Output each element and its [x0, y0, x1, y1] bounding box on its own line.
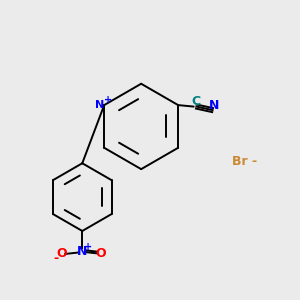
Text: O: O — [95, 248, 106, 260]
Text: N: N — [209, 99, 220, 112]
Text: +: + — [84, 242, 92, 252]
Text: N: N — [77, 245, 88, 258]
Text: O: O — [56, 248, 67, 260]
Text: Br -: Br - — [232, 155, 257, 168]
Text: N: N — [95, 100, 104, 110]
Text: C: C — [192, 95, 201, 108]
Text: +: + — [104, 95, 112, 105]
Text: -: - — [53, 252, 58, 265]
